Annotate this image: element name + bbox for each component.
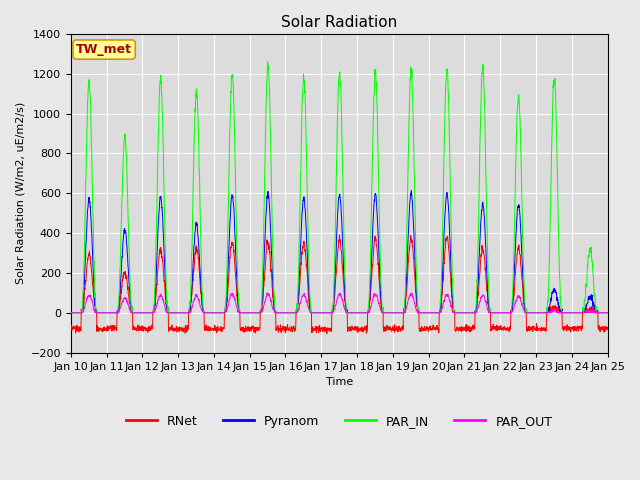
PAR_OUT [367,305,374,311]
Pyranom [495,310,503,316]
PAR_OUT [495,310,503,316]
PAR_OUT [572,310,579,316]
RNet [557,308,564,313]
PAR_IN [604,310,611,316]
RNet [336,232,344,238]
PAR_OUT [67,310,75,316]
Pyranom [366,287,374,293]
Pyranom [216,310,224,316]
RNet [323,331,331,336]
Y-axis label: Solar Radiation (W/m2, uE/m2/s): Solar Radiation (W/m2, uE/m2/s) [15,102,25,285]
Line: Pyranom: Pyranom [71,191,607,313]
RNet [495,325,503,331]
PAR_IN [216,310,224,316]
X-axis label: Time: Time [326,377,353,387]
Pyranom [67,310,75,316]
Legend: RNet, Pyranom, PAR_IN, PAR_OUT: RNet, Pyranom, PAR_IN, PAR_OUT [121,410,557,433]
PAR_IN [495,310,503,316]
Text: TW_met: TW_met [76,43,132,56]
RNet [367,288,374,293]
Pyranom [408,188,415,193]
Pyranom [355,310,362,316]
PAR_IN [67,310,75,316]
Pyranom [572,310,579,316]
PAR_IN [355,310,362,316]
RNet [572,324,579,330]
PAR_IN [367,260,374,266]
Line: RNet: RNet [71,235,607,334]
Pyranom [604,310,611,316]
PAR_OUT [355,310,362,316]
PAR_OUT [604,310,611,316]
Line: PAR_OUT: PAR_OUT [71,293,607,313]
PAR_OUT [216,310,224,316]
PAR_OUT [264,290,271,296]
Title: Solar Radiation: Solar Radiation [281,15,397,30]
PAR_IN [557,299,564,304]
RNet [355,325,363,331]
Line: PAR_IN: PAR_IN [71,62,607,313]
RNet [216,327,224,333]
PAR_IN [572,310,579,316]
RNet [604,326,611,332]
PAR_IN [264,59,271,65]
PAR_OUT [557,310,564,316]
RNet [67,323,75,329]
Pyranom [557,307,564,313]
